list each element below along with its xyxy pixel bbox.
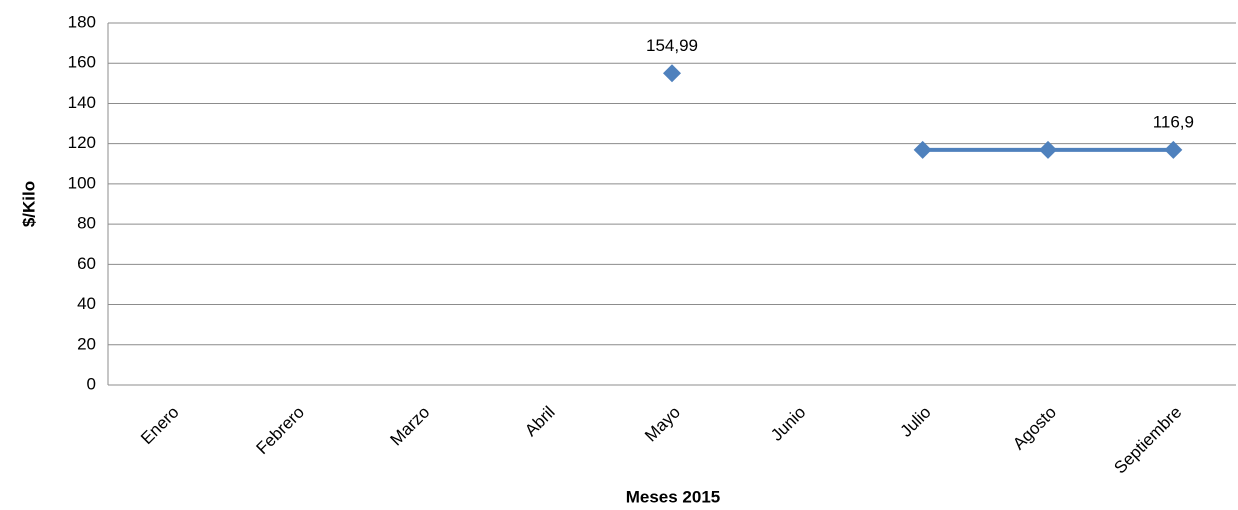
y-tick-label: 80 <box>77 214 96 233</box>
marker <box>913 140 932 159</box>
x-tick-label: Marzo <box>386 403 433 450</box>
y-tick-label: 120 <box>68 133 96 152</box>
x-tick-label: Mayo <box>641 403 684 446</box>
x-tick-label: Abril <box>521 403 558 440</box>
y-axis-label: $/Kilo <box>19 181 38 227</box>
y-tick-label: 180 <box>68 12 96 31</box>
y-tick-label: 0 <box>87 374 96 393</box>
y-tick-label: 20 <box>77 334 96 353</box>
y-tick-label: 40 <box>77 294 96 313</box>
x-axis-label: Meses 2015 <box>626 487 721 506</box>
x-tick-label: Febrero <box>252 403 308 459</box>
y-tick-label: 140 <box>68 93 96 112</box>
marker <box>1039 140 1057 159</box>
x-tick-label: Enero <box>137 403 183 449</box>
marker <box>1164 140 1183 159</box>
y-tick-label: 60 <box>77 254 96 273</box>
data-label: 116,9 <box>1153 112 1194 131</box>
x-tick-label: Junio <box>767 403 809 445</box>
y-tick-label: 160 <box>68 53 96 72</box>
marker <box>663 64 681 83</box>
data-label: 154,99 <box>646 36 698 55</box>
x-tick-label: Agosto <box>1009 403 1060 454</box>
x-tick-label: Julio <box>897 403 935 441</box>
y-tick-label: 100 <box>68 173 96 192</box>
x-tick-label: Septiembre <box>1110 403 1185 478</box>
